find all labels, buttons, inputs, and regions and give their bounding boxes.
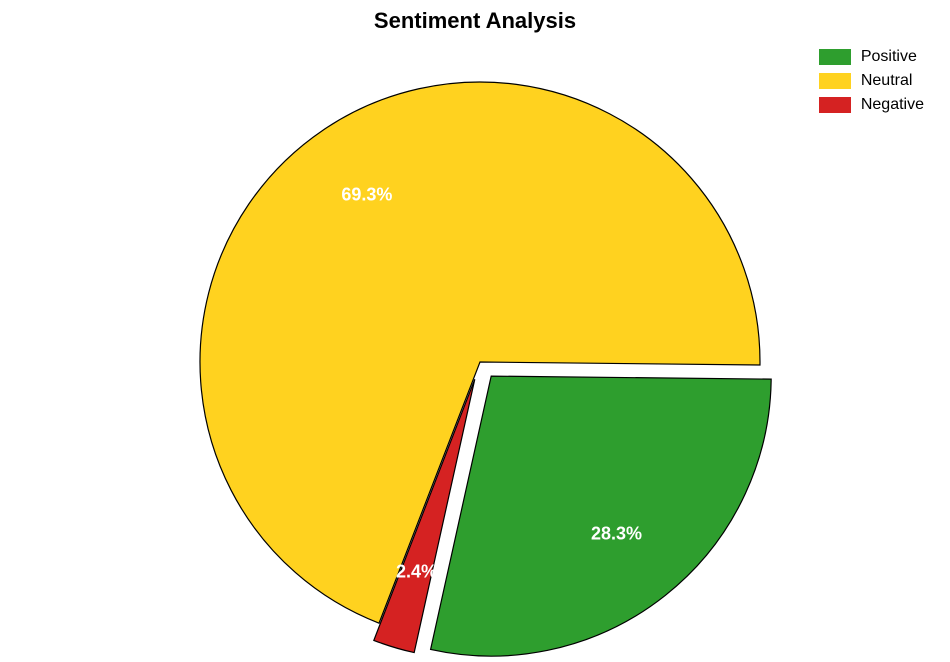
legend-swatch-negative [819,97,851,113]
legend-label-neutral: Neutral [861,72,913,90]
legend-label-negative: Negative [861,96,924,114]
chart-legend: Positive Neutral Negative [819,48,924,120]
sentiment-pie-chart: Sentiment Analysis Positive Neutral Negati… [0,0,950,662]
legend-swatch-neutral [819,73,851,89]
pie-slice-positive [431,376,772,656]
slice-label-positive: 28.3% [591,524,642,545]
legend-item-negative: Negative [819,96,924,114]
legend-label-positive: Positive [861,48,917,66]
legend-item-neutral: Neutral [819,72,924,90]
legend-swatch-positive [819,49,851,65]
chart-title: Sentiment Analysis [0,8,950,34]
legend-item-positive: Positive [819,48,924,66]
pie-svg [180,62,780,662]
slice-label-neutral: 69.3% [341,185,392,206]
slice-label-negative: 2.4% [396,562,437,583]
